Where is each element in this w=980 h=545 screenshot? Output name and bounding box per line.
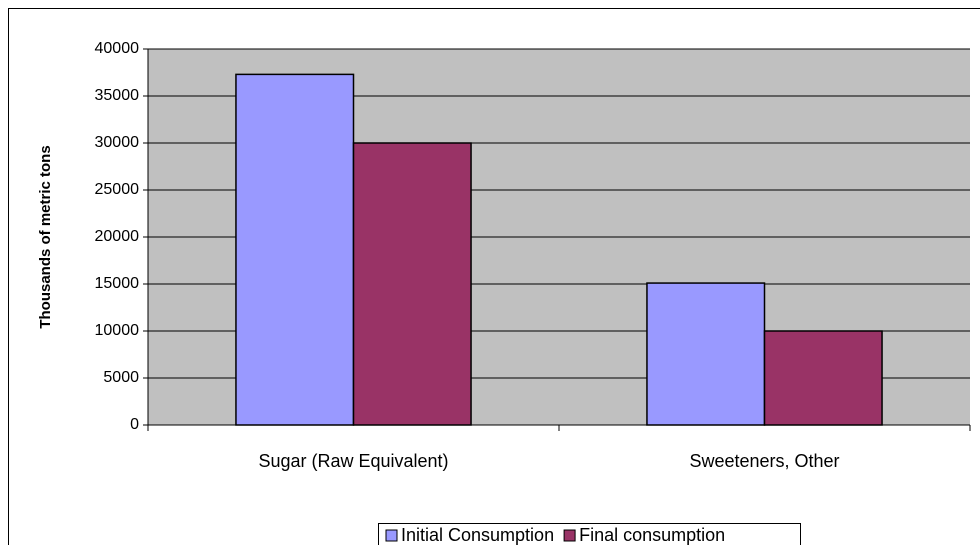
legend-swatch — [563, 529, 576, 542]
legend-label: Final consumption — [579, 525, 725, 545]
legend-swatch — [385, 529, 398, 542]
y-tick-label: 30000 — [95, 134, 140, 151]
bar — [352, 142, 472, 426]
x-tick-label: Sugar (Raw Equivalent) — [258, 451, 448, 471]
y-tick-label: 40000 — [95, 40, 140, 57]
legend-label: Initial Consumption — [401, 525, 554, 545]
y-tick-label: 10000 — [95, 322, 140, 339]
y-tick-label: 20000 — [95, 228, 140, 245]
y-tick-label: 15000 — [95, 275, 140, 292]
y-tick-label: 35000 — [95, 87, 140, 104]
bar — [763, 330, 883, 426]
legend-box — [378, 523, 801, 545]
y-tick-label: 5000 — [103, 369, 139, 386]
bar — [646, 282, 766, 426]
bar — [235, 73, 355, 426]
x-tick-label: Sweeteners, Other — [689, 451, 839, 471]
y-tick-label: 0 — [130, 416, 139, 433]
y-tick-label: 25000 — [95, 181, 140, 198]
y-axis-label: Thousands of metric tons — [37, 145, 54, 328]
